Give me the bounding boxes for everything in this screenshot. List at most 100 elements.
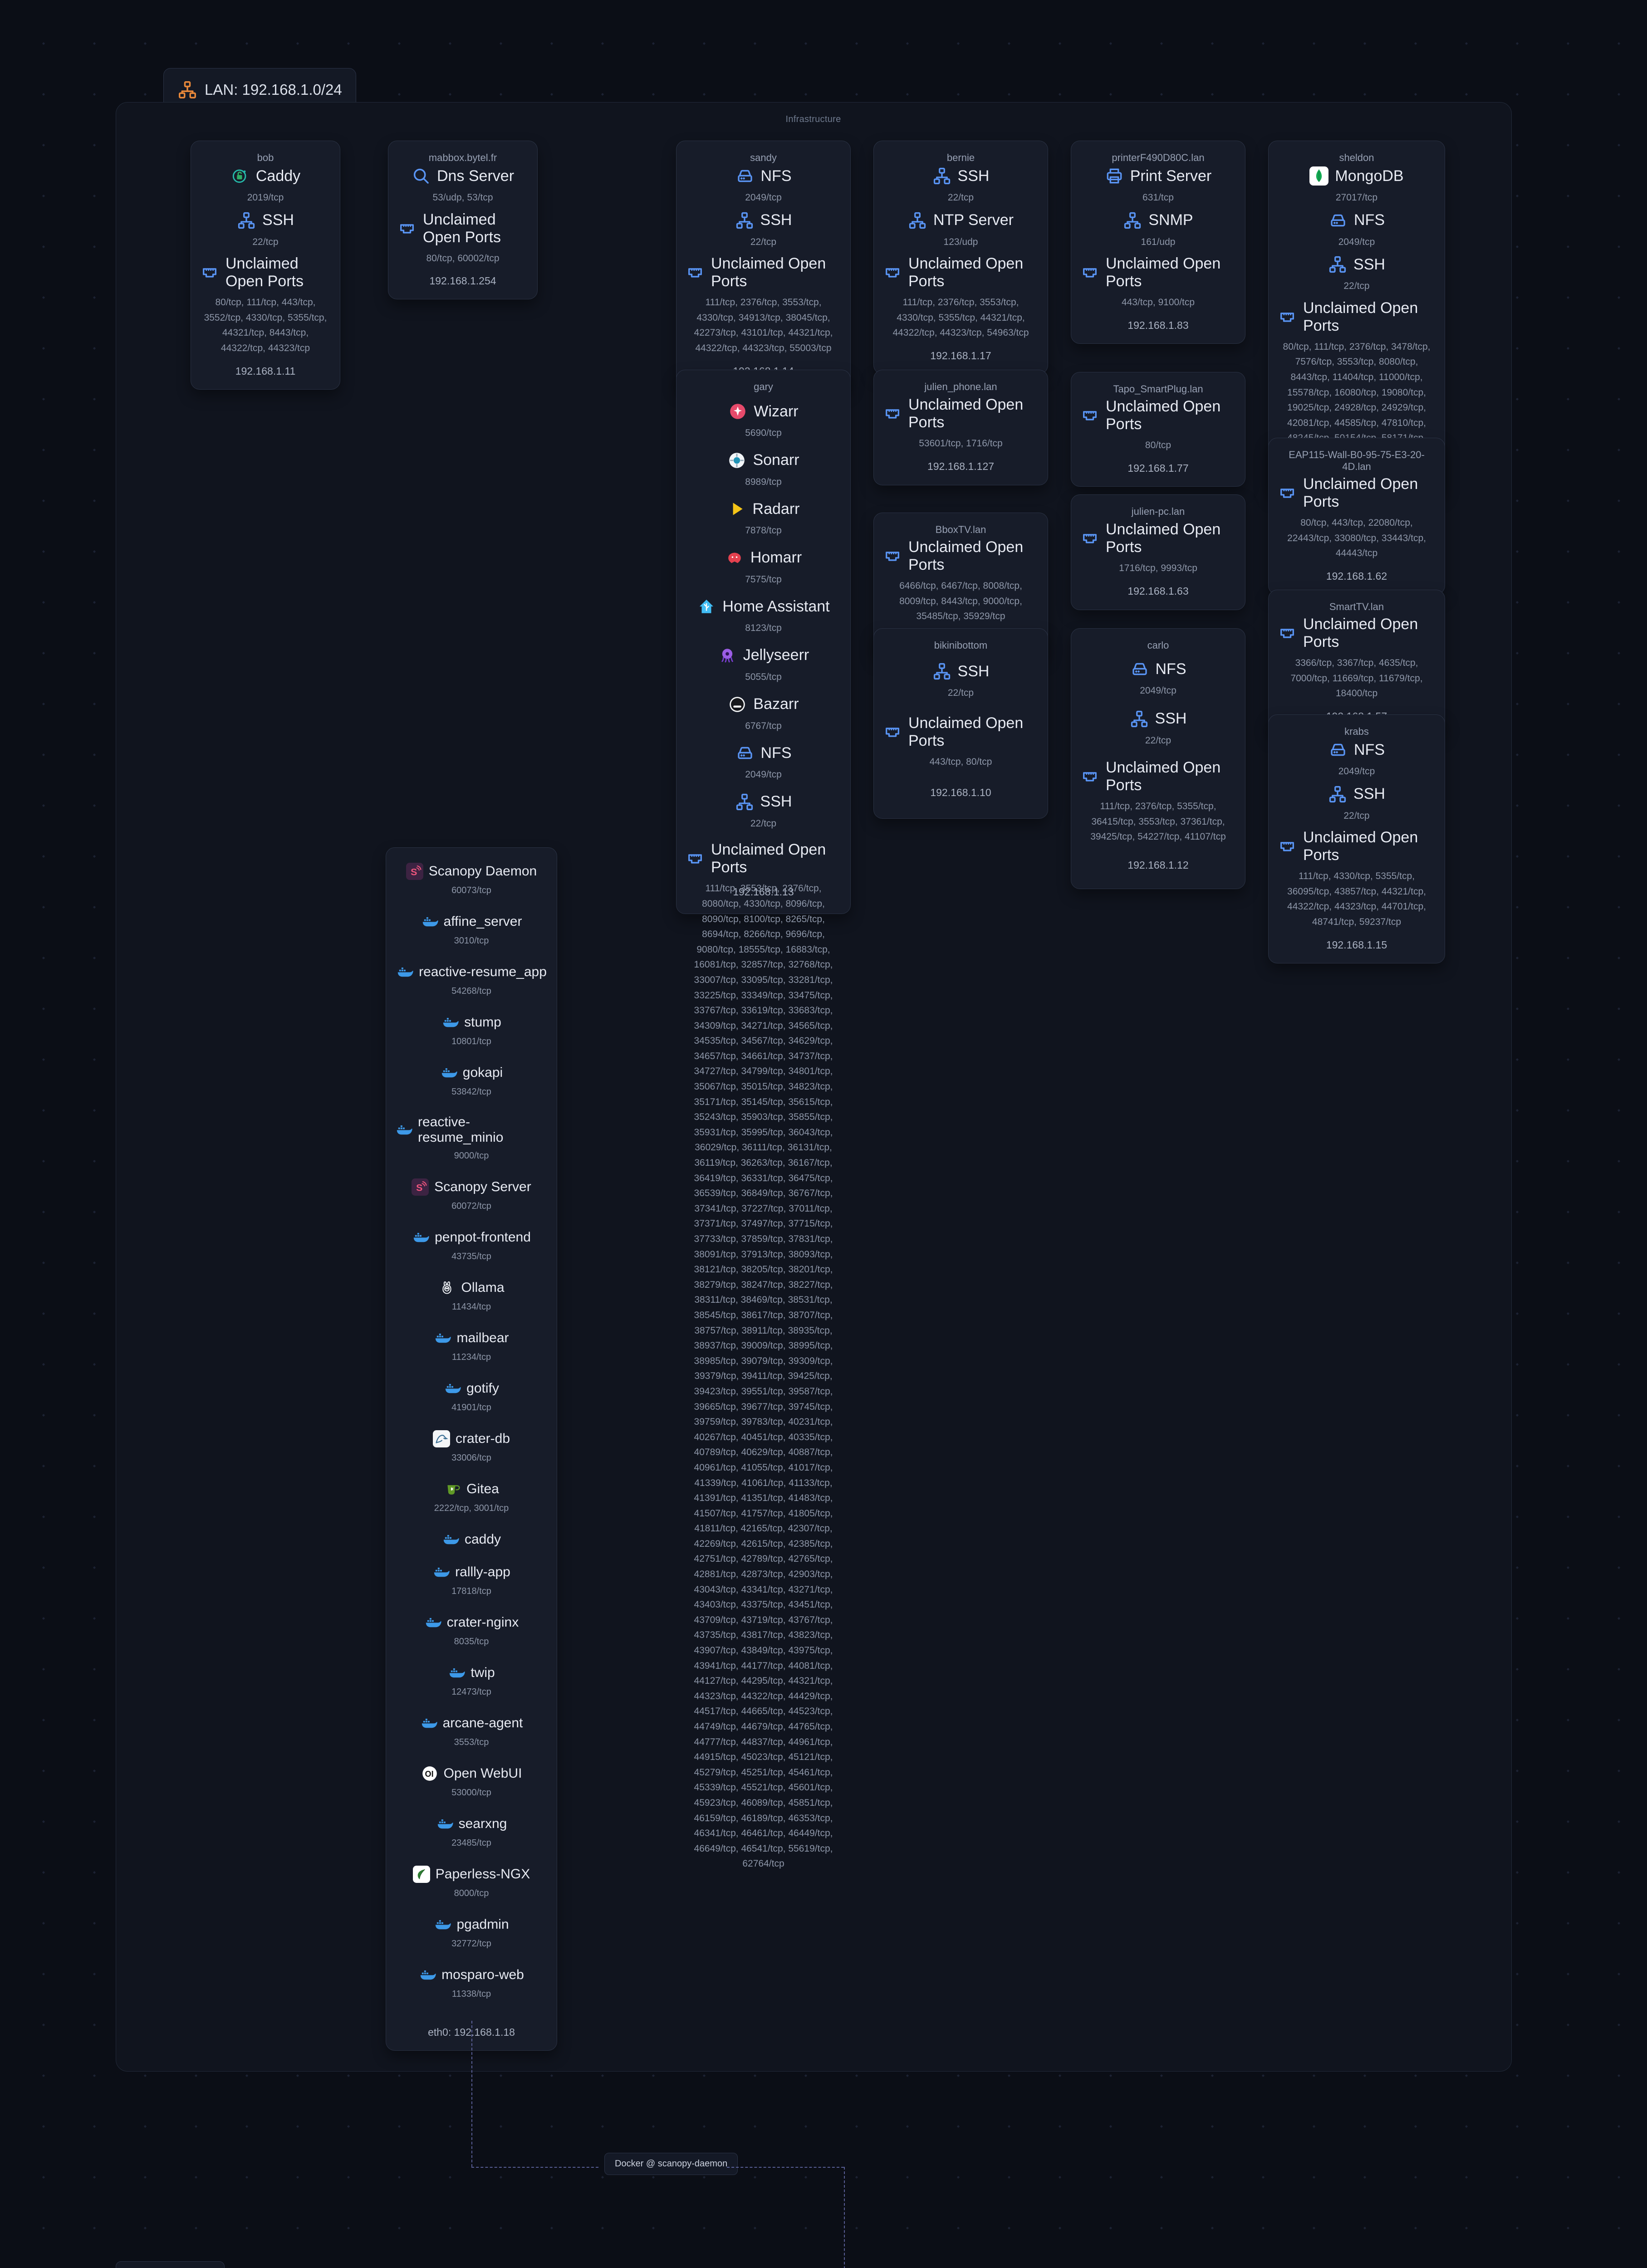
service-ports: 2222/tcp, 3001/tcp: [434, 1503, 509, 1513]
docker-icon: [419, 1966, 436, 1984]
docker-host-card[interactable]: S Scanopy Daemon 60073/tcp affine_server 301…: [386, 847, 557, 2051]
host-card-julien_phone[interactable]: julien_phone.lan Unclaimed Open Ports 5360…: [873, 370, 1048, 485]
service-item: Jellyseerr 5055/tcp: [718, 646, 809, 685]
service-item: Unclaimed Open Ports 80/tcp: [1080, 398, 1236, 453]
jellyseerr-icon: [718, 646, 737, 665]
host-card-krabs[interactable]: krabs NFS 2049/tcp SSH 22/tcp Unclaimed Open …: [1268, 714, 1445, 963]
docker-bridge-badge[interactable]: Docker Bridg: [116, 2261, 225, 2268]
sonarr-icon: [727, 451, 746, 470]
service-name: Unclaimed Open Ports: [908, 714, 1024, 749]
radarr-icon: [727, 499, 746, 518]
service-item: SSH 22/tcp: [1328, 255, 1385, 294]
service-item: Unclaimed Open Ports 6466/tcp, 6467/tcp, …: [883, 538, 1039, 624]
docker-icon: [424, 1614, 441, 1631]
port-icon: [397, 219, 417, 238]
service-name: twip: [471, 1665, 495, 1680]
host-card-bernie[interactable]: bernie SSH 22/tcp NTP Server 123/udp Unclaime…: [873, 141, 1048, 374]
service-name: Paperless-NGX: [435, 1867, 530, 1882]
host-card-carlo[interactable]: carlo NFS 2049/tcp SSH 22/tcp Unclaimed Open …: [1071, 628, 1245, 889]
port-icon: [200, 263, 219, 282]
service-item: searxng 23485/tcp: [395, 1815, 548, 1850]
service-item: Unclaimed Open Ports 80/tcp, 111/tcp, 443…: [200, 255, 331, 356]
service-name: mailbear: [456, 1330, 509, 1345]
host-title: sandy: [750, 152, 777, 163]
service-ports: 22/tcp: [1343, 810, 1370, 821]
service-item: NFS 2049/tcp: [735, 166, 792, 205]
host-title: mabbox.bytel.fr: [428, 152, 497, 163]
service-item: Unclaimed Open Ports 53601/tcp, 1716/tcp: [883, 396, 1039, 451]
bazarr-icon: [728, 695, 747, 714]
service-ports: 12473/tcp: [451, 1687, 491, 1697]
service-ports: 6466/tcp, 6467/tcp, 8008/tcp, 8009/tcp, …: [899, 581, 1022, 622]
service-item: Homarr 7575/tcp: [725, 548, 802, 587]
service-item: SSH 22/tcp: [932, 166, 989, 205]
paperless-icon: [412, 1866, 430, 1883]
service-ports: 7878/tcp: [745, 525, 782, 536]
ollama-icon: [438, 1279, 456, 1296]
port-icon: [883, 723, 902, 742]
scanopy-icon: S: [406, 863, 423, 880]
host-card-printer[interactable]: printerF490D80C.lan Print Server 631/tcp SN…: [1071, 141, 1245, 344]
service-name: Dns Server: [436, 167, 515, 185]
service-ports: 22/tcp: [252, 236, 279, 247]
service-name: gokapi: [462, 1065, 503, 1080]
host-title: bob: [257, 152, 274, 163]
service-name: NFS: [760, 167, 792, 185]
service-name: Unclaimed Open Ports: [711, 841, 826, 876]
scanopy-icon: S: [412, 1178, 429, 1196]
docker-icon: [434, 1916, 451, 1933]
service-ports: 7575/tcp: [745, 574, 782, 585]
service-ports: 8123/tcp: [745, 623, 782, 634]
printer-icon: [1105, 166, 1124, 186]
service-item: reactive-resume_minio 9000/tcp: [395, 1114, 548, 1163]
service-item: MongoDB 27017/tcp: [1309, 166, 1404, 205]
service-name: Unclaimed Open Ports: [1106, 255, 1221, 290]
host-card-tapo[interactable]: Tapo_SmartPlug.lan Unclaimed Open Ports 80…: [1071, 372, 1245, 487]
service-name: crater-db: [455, 1431, 510, 1446]
host-card-gary[interactable]: gary Wizarr 5690/tcp Sonarr 8989/tcp Radarr 78…: [676, 370, 851, 1869]
service-name: NFS: [1354, 741, 1385, 758]
port-icon: [1278, 308, 1297, 327]
network-icon: [932, 662, 951, 681]
service-name: stump: [464, 1015, 501, 1030]
network-icon: [735, 211, 754, 230]
host-card-smarttv[interactable]: SmartTV.lan Unclaimed Open Ports 3366/tcp,…: [1268, 590, 1445, 735]
wizarr-icon: [728, 402, 747, 421]
service-name: SSH: [957, 662, 990, 680]
service-ports: 1716/tcp, 9993/tcp: [1119, 562, 1197, 573]
homarr-icon: [725, 548, 744, 567]
host-ip: 192.168.1.254: [429, 275, 496, 287]
service-ports: 5055/tcp: [745, 671, 782, 682]
network-icon: [237, 211, 256, 230]
service-item: SSH 22/tcp: [1328, 785, 1385, 824]
service-name: Unclaimed Open Ports: [908, 255, 1024, 290]
host-card-julienpc[interactable]: julien-pc.lan Unclaimed Open Ports 1716/tc…: [1071, 494, 1245, 610]
host-card-sandy[interactable]: sandy NFS 2049/tcp SSH 22/tcp Unclaimed Open …: [676, 141, 851, 390]
service-name: NFS: [1155, 660, 1186, 678]
service-ports: 8035/tcp: [454, 1637, 489, 1647]
host-ip: 192.168.1.11: [235, 365, 296, 377]
service-name: NTP Server: [933, 211, 1014, 229]
docker-icon: [448, 1664, 465, 1681]
service-ports: 2049/tcp: [1338, 766, 1375, 777]
service-name: SSH: [262, 211, 294, 229]
port-icon: [1080, 767, 1099, 786]
host-card-bikinibottom[interactable]: bikinibottom SSH 22/tcp Unclaimed Open Port…: [873, 628, 1048, 819]
host-title: bernie: [946, 152, 975, 163]
host-card-bob[interactable]: bob Caddy 2019/tcp SSH 22/tcp Unclaimed Open …: [191, 141, 340, 390]
docker-icon: [442, 1531, 459, 1548]
port-icon: [1080, 263, 1099, 282]
service-name: Unclaimed Open Ports: [1106, 520, 1221, 556]
service-name: Unclaimed Open Ports: [1106, 759, 1221, 794]
service-ports: 33006/tcp: [451, 1453, 491, 1463]
port-icon: [686, 263, 705, 282]
host-card-mabbox[interactable]: mabbox.bytel.fr Dns Server 53/udp, 53/tcp U…: [388, 141, 538, 300]
service-name: Unclaimed Open Ports: [225, 255, 304, 290]
host-title: gary: [754, 381, 773, 392]
service-item: mailbear 11234/tcp: [395, 1330, 548, 1364]
host-card-sheldon[interactable]: sheldon MongoDB 27017/tcp NFS 2049/tcp SSH 22/…: [1268, 141, 1445, 495]
host-card-eap115[interactable]: EAP115-Wall-B0-95-75-E3-20-4D.lan Unclaim…: [1268, 438, 1445, 595]
docker-icon: [395, 1121, 412, 1139]
service-item: Bazarr 6767/tcp: [728, 695, 799, 734]
port-icon: [1278, 624, 1297, 643]
